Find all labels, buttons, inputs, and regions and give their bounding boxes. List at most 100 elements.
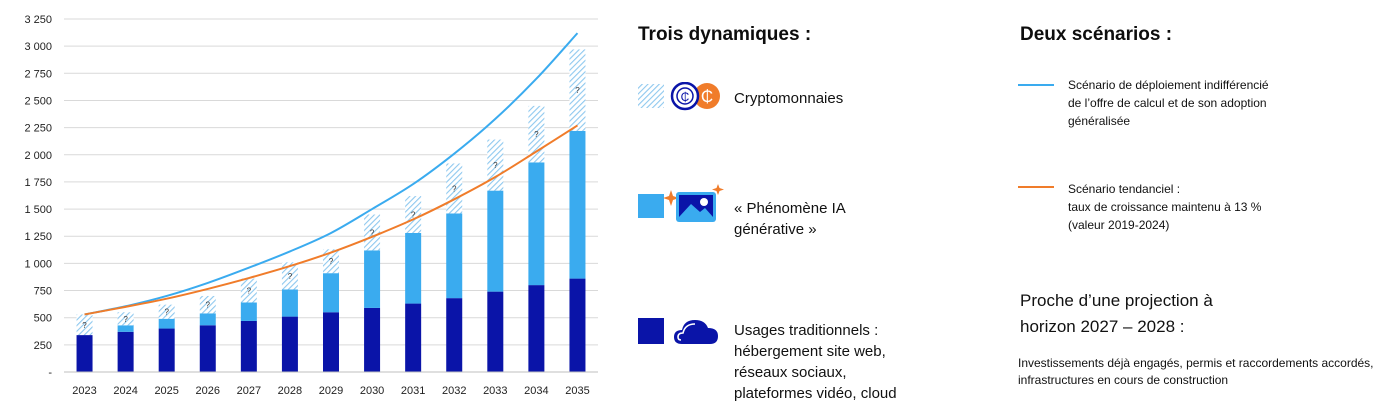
- bar-segment-ai: [158, 318, 175, 329]
- question-mark-label: ?: [329, 257, 334, 266]
- hatch-swatch-icon: [638, 84, 664, 108]
- bar-segment-crypto: [405, 196, 422, 233]
- bar-segment-crypto: [240, 278, 257, 303]
- blue-scenario-label: Scénario de déploiement indifférencié de…: [1068, 76, 1269, 130]
- dark-blue-swatch-icon: [638, 318, 664, 344]
- blue-scenario-line-3: généralisée: [1068, 114, 1131, 128]
- y-tick-label: 2 250: [24, 123, 52, 135]
- bar-segment-traditional: [528, 285, 545, 372]
- bar-segment-traditional: [281, 316, 298, 372]
- bar-segment-ai: [281, 289, 298, 317]
- stacked-bars: ?????????????: [76, 49, 586, 372]
- svg-text:₵: ₵: [701, 87, 713, 106]
- energy-projection-chart: - 250 500 750 1 000 1 250 1 500 1 750 2 000 2 250…: [24, 14, 598, 397]
- question-mark-label: ?: [370, 228, 375, 237]
- traditional-label-line-3: réseaux sociaux,: [734, 364, 847, 381]
- x-axis: 2023 2024 2025 2026 2027 2028 2029 2030 2031 2032…: [64, 371, 598, 397]
- traditional-label: Usages traditionnels : hébergement site …: [734, 320, 897, 404]
- x-tick-label: 2034: [524, 385, 548, 397]
- blue-scenario-line-2: de l’offre de calcul et de son adoption: [1068, 96, 1267, 110]
- bar-segment-ai: [240, 302, 257, 321]
- ai-label-line-2: générative »: [734, 221, 817, 238]
- crypto-label: Cryptomonnaies: [734, 90, 844, 107]
- traditional-legend-icons: [638, 318, 718, 344]
- x-tick-label: 2032: [442, 385, 466, 397]
- scenarios-title: Deux scénarios :: [1020, 24, 1173, 45]
- bar-segment-crypto: [158, 304, 175, 319]
- y-tick-label: 2 750: [24, 68, 52, 80]
- question-mark-label: ?: [575, 86, 580, 95]
- x-tick-label: 2026: [196, 385, 220, 397]
- y-tick-label: 1 250: [24, 231, 52, 243]
- orange-scenario-line-1: Scénario tendanciel :: [1068, 182, 1181, 196]
- light-blue-swatch-icon: [638, 194, 664, 218]
- x-tick-label: 2024: [113, 385, 137, 397]
- question-mark-label: ?: [82, 321, 87, 330]
- bar-segment-traditional: [199, 325, 216, 372]
- bar-segment-ai: [487, 190, 504, 292]
- ai-label: « Phénomène IA générative »: [734, 198, 846, 240]
- svg-text:₵: ₵: [681, 90, 690, 104]
- projection-description: Investissements déjà engagés, permis et …: [1018, 356, 1374, 387]
- x-tick-label: 2031: [401, 385, 425, 397]
- y-tick-label: 3 250: [24, 14, 52, 26]
- bar-segment-ai: [364, 250, 381, 308]
- bar-segment-traditional: [323, 312, 339, 372]
- bar-segment-crypto: [569, 49, 586, 131]
- x-tick-label: 2033: [483, 385, 507, 397]
- bar-segment-crypto: [281, 262, 298, 290]
- y-tick-label: 250: [34, 340, 52, 352]
- bar-segment-traditional: [405, 303, 422, 372]
- ai-image-icon: [663, 184, 724, 222]
- bar-segment-traditional: [76, 335, 93, 372]
- orange-scenario-line-swatch: [1018, 186, 1054, 188]
- blue-scenario-line-1: Scénario de déploiement indifférencié: [1068, 78, 1269, 92]
- question-mark-label: ?: [164, 308, 169, 317]
- ai-legend-icons: [638, 184, 724, 222]
- x-tick-label: 2025: [154, 385, 178, 397]
- question-mark-label: ?: [288, 272, 293, 281]
- bar-segment-traditional: [240, 320, 257, 372]
- bar-segment-crypto: [76, 314, 93, 336]
- bar-segment-crypto: [117, 312, 134, 326]
- question-mark-label: ?: [452, 184, 457, 193]
- x-tick-label: 2027: [237, 385, 261, 397]
- question-mark-label: ?: [206, 301, 211, 310]
- y-tick-label: 1 750: [24, 177, 52, 189]
- bar-segment-crypto: [199, 295, 216, 314]
- question-mark-label: ?: [411, 211, 416, 220]
- bar-segment-traditional: [117, 331, 134, 372]
- bar-segment-traditional: [487, 291, 504, 372]
- bar-segment-traditional: [569, 278, 586, 372]
- traditional-label-line-2: hébergement site web,: [734, 343, 886, 360]
- y-tick-label: 500: [34, 313, 52, 325]
- projection-title-line-2: horizon 2027 – 2028 :: [1020, 317, 1185, 336]
- bar-segment-ai: [405, 232, 422, 304]
- projection-title-line-1: Proche d’une projection à: [1020, 291, 1213, 310]
- blue-scenario-line: [84, 32, 579, 316]
- y-tick-label: -: [48, 367, 52, 379]
- bar-segment-traditional: [364, 307, 381, 372]
- bar-segment-traditional: [446, 298, 463, 372]
- traditional-label-line-1: Usages traditionnels :: [734, 322, 879, 339]
- bar-segment-ai: [199, 313, 216, 326]
- dynamics-title: Trois dynamiques :: [638, 24, 812, 45]
- x-tick-label: 2023: [72, 385, 96, 397]
- y-tick-label: 2 000: [24, 150, 52, 162]
- bar-segment-ai: [323, 273, 339, 313]
- bar-segment-ai: [446, 213, 463, 299]
- scenario-lines: [84, 32, 579, 316]
- traditional-label-line-4: plateformes vidéo, cloud: [734, 385, 897, 402]
- x-tick-label: 2030: [360, 385, 384, 397]
- bar-segment-crypto: [323, 249, 339, 274]
- bar-segment-ai: [569, 130, 586, 279]
- orange-scenario-line-3: (valeur 2019-2024): [1068, 218, 1170, 232]
- ai-label-line-1: « Phénomène IA: [734, 200, 846, 217]
- y-tick-label: 3 000: [24, 41, 52, 53]
- bar-segment-traditional: [158, 328, 175, 372]
- x-tick-label: 2035: [565, 385, 589, 397]
- question-mark-label: ?: [247, 287, 252, 296]
- y-tick-label: 1 500: [24, 204, 52, 216]
- bar-segment-crypto: [487, 139, 504, 191]
- y-axis: - 250 500 750 1 000 1 250 1 500 1 750 2 000 2 250…: [24, 14, 52, 379]
